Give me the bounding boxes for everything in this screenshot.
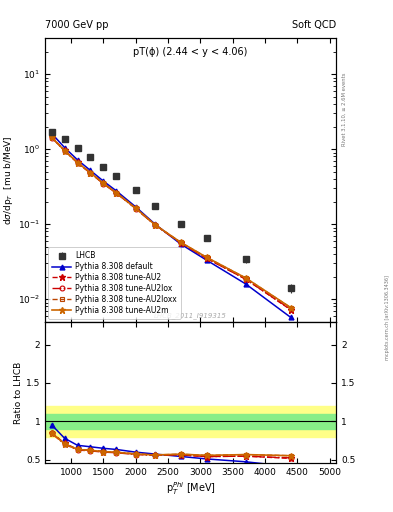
Pythia 8.308 tune-AU2: [75, 159, 80, 165]
Y-axis label: Ratio to LHCB: Ratio to LHCB: [14, 361, 23, 423]
Pythia 8.308 default: [133, 204, 138, 210]
Text: 7000 GeV pp: 7000 GeV pp: [45, 19, 109, 30]
Pythia 8.308 tune-AU2: [153, 222, 158, 228]
Pythia 8.308 default: [75, 157, 80, 163]
Pythia 8.308 tune-AU2lox: [133, 205, 138, 211]
Pythia 8.308 tune-AU2lox: [62, 148, 67, 154]
Line: Pythia 8.308 tune-AU2lox: Pythia 8.308 tune-AU2lox: [49, 135, 293, 312]
Text: Soft QCD: Soft QCD: [292, 19, 336, 30]
Pythia 8.308 tune-AU2loxx: [75, 159, 80, 165]
Bar: [45, 406, 336, 437]
Pythia 8.308 tune-AU2loxx: [178, 240, 183, 246]
Pythia 8.308 default: [288, 314, 293, 321]
X-axis label: p$_T^{Phi}$ [MeV]: p$_T^{Phi}$ [MeV]: [165, 480, 216, 497]
Pythia 8.308 tune-AU2lox: [88, 170, 93, 176]
Pythia 8.308 default: [153, 221, 158, 227]
Bar: [45, 414, 336, 429]
Pythia 8.308 tune-AU2: [62, 147, 67, 154]
Pythia 8.308 tune-AU2lox: [114, 190, 119, 196]
Line: Pythia 8.308 default: Pythia 8.308 default: [49, 131, 293, 320]
Pythia 8.308 tune-AU2: [288, 307, 293, 313]
Pythia 8.308 default: [49, 131, 54, 137]
Pythia 8.308 tune-AU2m: [88, 169, 93, 176]
Pythia 8.308 tune-AU2loxx: [88, 169, 93, 176]
Pythia 8.308 tune-AU2loxx: [133, 205, 138, 211]
Pythia 8.308 tune-AU2: [88, 169, 93, 176]
Pythia 8.308 tune-AU2: [133, 205, 138, 211]
Pythia 8.308 tune-AU2: [114, 190, 119, 196]
Line: Pythia 8.308 tune-AU2loxx: Pythia 8.308 tune-AU2loxx: [49, 135, 293, 310]
Pythia 8.308 tune-AU2lox: [288, 306, 293, 312]
Pythia 8.308 default: [88, 167, 93, 174]
Legend: LHCB, Pythia 8.308 default, Pythia 8.308 tune-AU2, Pythia 8.308 tune-AU2lox, Pyt: LHCB, Pythia 8.308 default, Pythia 8.308…: [48, 247, 180, 318]
Pythia 8.308 tune-AU2m: [243, 275, 248, 281]
Pythia 8.308 tune-AU2lox: [153, 222, 158, 228]
Line: Pythia 8.308 tune-AU2: Pythia 8.308 tune-AU2: [48, 134, 294, 313]
Pythia 8.308 tune-AU2loxx: [101, 180, 106, 186]
Pythia 8.308 tune-AU2loxx: [288, 305, 293, 311]
Pythia 8.308 tune-AU2loxx: [153, 222, 158, 228]
Pythia 8.308 tune-AU2m: [62, 147, 67, 154]
Pythia 8.308 tune-AU2lox: [75, 160, 80, 166]
Pythia 8.308 tune-AU2loxx: [49, 134, 54, 140]
Pythia 8.308 tune-AU2: [49, 134, 54, 140]
Pythia 8.308 default: [243, 281, 248, 287]
Line: Pythia 8.308 tune-AU2m: Pythia 8.308 tune-AU2m: [48, 134, 294, 311]
Y-axis label: d$\sigma$/dp$_T$  [mu b/MeV]: d$\sigma$/dp$_T$ [mu b/MeV]: [2, 135, 15, 225]
Text: LHCB_2011_I919315: LHCB_2011_I919315: [154, 312, 227, 319]
Pythia 8.308 tune-AU2loxx: [62, 147, 67, 154]
Pythia 8.308 tune-AU2m: [133, 205, 138, 211]
Pythia 8.308 tune-AU2lox: [49, 135, 54, 141]
Pythia 8.308 tune-AU2m: [178, 240, 183, 246]
Pythia 8.308 tune-AU2m: [288, 305, 293, 311]
Pythia 8.308 tune-AU2loxx: [204, 254, 209, 261]
Text: pT(ϕ) (2.44 < y < 4.06): pT(ϕ) (2.44 < y < 4.06): [133, 47, 248, 57]
Pythia 8.308 tune-AU2: [204, 255, 209, 262]
Pythia 8.308 tune-AU2m: [101, 180, 106, 186]
Pythia 8.308 tune-AU2m: [204, 254, 209, 261]
Pythia 8.308 default: [204, 257, 209, 263]
Pythia 8.308 tune-AU2lox: [178, 240, 183, 246]
Pythia 8.308 tune-AU2: [243, 276, 248, 282]
Pythia 8.308 tune-AU2m: [153, 222, 158, 228]
Pythia 8.308 tune-AU2lox: [101, 181, 106, 187]
Text: Rivet 3.1.10, ≥ 2.6M events: Rivet 3.1.10, ≥ 2.6M events: [342, 73, 347, 146]
Pythia 8.308 tune-AU2lox: [204, 255, 209, 262]
Pythia 8.308 tune-AU2m: [75, 159, 80, 165]
Pythia 8.308 default: [101, 178, 106, 184]
Pythia 8.308 tune-AU2lox: [243, 276, 248, 282]
Pythia 8.308 tune-AU2m: [114, 190, 119, 196]
Pythia 8.308 tune-AU2loxx: [243, 275, 248, 281]
Pythia 8.308 tune-AU2: [178, 240, 183, 246]
Pythia 8.308 tune-AU2m: [49, 134, 54, 140]
Text: mcplots.cern.ch [arXiv:1306.3436]: mcplots.cern.ch [arXiv:1306.3436]: [385, 275, 390, 360]
Pythia 8.308 tune-AU2: [101, 180, 106, 186]
Pythia 8.308 tune-AU2loxx: [114, 190, 119, 196]
Pythia 8.308 default: [114, 188, 119, 194]
Pythia 8.308 default: [178, 241, 183, 247]
Pythia 8.308 default: [62, 144, 67, 151]
